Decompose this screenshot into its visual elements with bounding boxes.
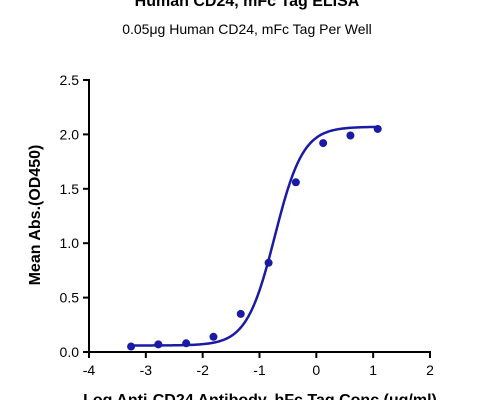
data-points [127,124,382,351]
chart-subtitle: 0.05μg Human CD24, mFc Tag Per Well [122,21,372,37]
data-point [264,258,273,267]
fit-curve [131,125,378,347]
y-tick-label: 2.5 [60,72,80,88]
x-axis-label: Log Anti-CD24 Antibody, hFc Tag Conc.(μg… [83,392,437,400]
x-tick-label: 0 [312,362,320,378]
y-axis-label: Mean Abs.(OD450) [27,145,44,286]
data-point [182,339,191,348]
x-axis: -4 -3 -2 -1 0 1 2 [83,351,434,378]
x-tick-label: -4 [83,362,96,378]
data-point [154,340,163,349]
data-point [236,309,245,318]
data-point [319,139,328,148]
chart-title: Human CD24, mFc Tag ELISA [135,0,360,10]
data-point [291,178,300,187]
fit-curve-line [131,125,378,347]
data-point [127,342,136,351]
data-point [373,124,382,133]
y-axis: 0.0 0.5 1.0 1.5 2.0 2.5 [60,72,90,360]
data-point [209,332,218,341]
x-tick-label: 1 [369,362,377,378]
y-tick-label: 1.5 [60,181,80,197]
y-tick-label: 0.0 [60,344,80,360]
y-tick-label: 0.5 [60,290,80,306]
x-tick-label: 2 [426,362,434,378]
data-point [346,131,355,140]
x-tick-label: -3 [140,362,153,378]
y-tick-label: 1.0 [60,235,80,251]
x-tick-label: -2 [196,362,209,378]
y-tick-label: 2.0 [60,126,80,142]
x-tick-label: -1 [253,362,266,378]
